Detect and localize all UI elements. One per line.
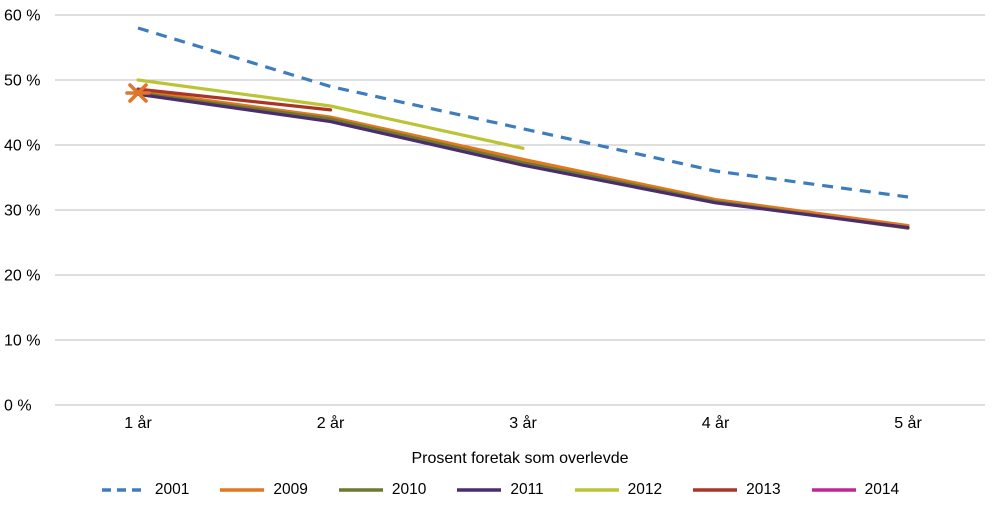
legend-swatch-2013 xyxy=(693,488,738,492)
x-tick-label: 1 år xyxy=(124,414,152,432)
series-marker-2014 xyxy=(125,83,151,103)
legend-item-2011: 2011 xyxy=(456,481,544,499)
legend: 2001 2009 2010 2011 2012 2013 2014 xyxy=(0,481,1000,499)
y-tick-label: 60 % xyxy=(4,8,40,25)
y-tick-label: 40 % xyxy=(4,138,40,155)
series-line-2009 xyxy=(136,89,910,228)
x-tick-label: 4 år xyxy=(702,414,730,432)
x-tick-label: 3 år xyxy=(509,414,537,432)
legend-item-2012: 2012 xyxy=(574,481,662,499)
legend-label: 2011 xyxy=(510,481,544,498)
legend-label: 2001 xyxy=(154,481,190,498)
series-line-2012 xyxy=(136,78,525,150)
x-tick-label: 2 år xyxy=(317,414,345,432)
y-tick-label: 20 % xyxy=(4,268,40,285)
y-tick-label: 30 % xyxy=(4,203,40,220)
legend-swatch-2001 xyxy=(101,488,146,492)
series-line-2001 xyxy=(137,26,909,199)
legend-item-2010: 2010 xyxy=(338,481,426,499)
legend-swatch-2011 xyxy=(457,488,502,492)
series-line-2011 xyxy=(136,92,910,230)
x-axis-title: Prosent foretak som overlevde xyxy=(411,450,629,467)
legend-swatch-2014 xyxy=(811,488,856,492)
legend-item-2014: 2014 xyxy=(811,481,899,499)
legend-label: 2010 xyxy=(391,481,427,498)
legend-swatch-2009 xyxy=(220,488,265,492)
y-tick-label: 50 % xyxy=(4,73,40,90)
plot-area: 0 % 10 % 20 % 30 % 40 % 50 % 60 % 1 år 2 år 3 år 4… xyxy=(4,8,985,432)
x-tick-label: 5 år xyxy=(894,414,922,432)
legend-label: 2012 xyxy=(627,481,663,498)
legend-item-2001: 2001 xyxy=(101,481,189,499)
legend-swatch-2012 xyxy=(574,488,619,492)
legend-swatch-2010 xyxy=(338,488,383,492)
y-tick-label: 10 % xyxy=(4,333,40,350)
legend-item-2009: 2009 xyxy=(219,481,308,499)
legend-item-2013: 2013 xyxy=(692,481,781,499)
y-tick-label: 0 % xyxy=(4,398,32,415)
series-line-2013 xyxy=(136,87,333,112)
legend-label: 2014 xyxy=(864,481,900,498)
legend-label: 2009 xyxy=(273,481,308,498)
legend-label: 2013 xyxy=(746,481,781,498)
